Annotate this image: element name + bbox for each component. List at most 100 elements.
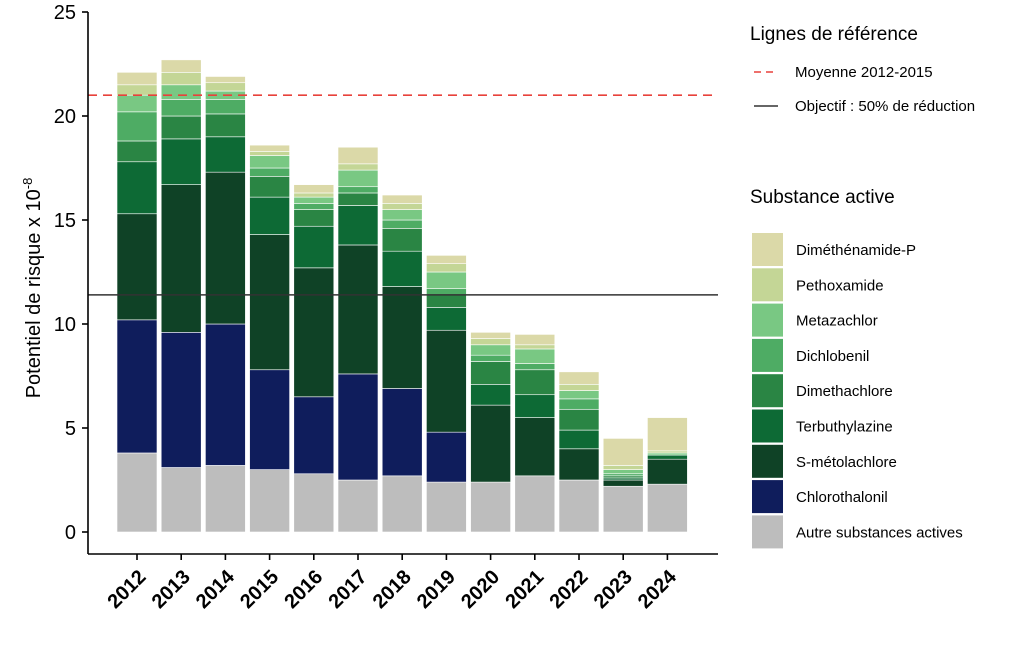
legend-reference-label-1: Objectif : 50% de réduction xyxy=(795,98,975,115)
y-tick-label-15: 15 xyxy=(54,210,76,232)
legend-label-4: Dimethachlore xyxy=(796,383,893,400)
x-tick-label-2019: 2019 xyxy=(413,566,460,613)
bar-segment-2016-0 xyxy=(293,473,335,533)
bar-segment-2017-3 xyxy=(337,205,379,246)
bar-segment-2021-0 xyxy=(514,475,556,533)
bar-segment-2018-3 xyxy=(381,250,423,287)
bar-segment-2017-4 xyxy=(337,192,379,206)
bar-segment-2015-6 xyxy=(249,155,290,169)
bar-segment-2013-7 xyxy=(160,72,202,86)
bar-segment-2012-4 xyxy=(116,140,158,163)
bar-segment-2018-5 xyxy=(381,219,423,229)
y-axis-title-text: Potentiel de risque x 10 xyxy=(23,189,45,398)
bar-segment-2019-4 xyxy=(426,294,467,308)
bar-segment-2020-0 xyxy=(470,481,511,533)
bar-segment-2012-7 xyxy=(116,84,158,96)
bar-segment-2015-5 xyxy=(249,167,290,177)
bar-segment-2020-7 xyxy=(470,338,511,346)
bar-segment-2021-3 xyxy=(514,394,556,418)
legend-label-2: S-métolachlore xyxy=(796,454,897,471)
legend-label-7: Pethoxamide xyxy=(796,277,884,294)
bar-segment-2017-6 xyxy=(337,169,379,188)
bar-segment-2013-3 xyxy=(160,138,202,185)
bar-segment-2014-5 xyxy=(205,99,246,115)
bar-segment-2020-4 xyxy=(470,361,511,385)
bar-segment-2014-7 xyxy=(205,82,246,92)
legend-title-reference: Lignes de référence xyxy=(750,24,918,45)
bar-segment-2016-3 xyxy=(293,225,335,269)
bar-segment-2013-1 xyxy=(160,332,202,468)
legend-swatch-8 xyxy=(752,233,783,266)
bar-segment-2022-5 xyxy=(558,398,600,410)
x-tick-label-2021: 2021 xyxy=(501,566,548,613)
bar-segment-2019-1 xyxy=(426,431,467,483)
x-tick-label-2016: 2016 xyxy=(280,566,327,613)
y-axis-title: Potentiel de risque x 10-8 xyxy=(20,178,45,399)
bar-segment-2024-0 xyxy=(647,483,688,533)
bar-segment-2014-0 xyxy=(205,465,246,533)
bar-segment-2023-8 xyxy=(602,438,644,466)
legend-reference-label-0: Moyenne 2012-2015 xyxy=(795,64,933,81)
bar-segment-2013-8 xyxy=(160,59,202,73)
bar-segment-2019-6 xyxy=(426,271,467,289)
bar-segment-2017-5 xyxy=(337,186,379,194)
y-axis-title-exponent: -8 xyxy=(20,178,35,190)
bar-segment-2012-2 xyxy=(116,213,158,321)
bar-segment-2016-8 xyxy=(293,184,335,194)
x-tick-label-2022: 2022 xyxy=(546,566,593,613)
bar-segment-2023-7 xyxy=(602,465,644,470)
bar-segment-2017-0 xyxy=(337,479,379,533)
bar-segment-2015-7 xyxy=(249,151,290,156)
legend-swatch-6 xyxy=(752,303,783,337)
y-tick-label-20: 20 xyxy=(54,106,76,128)
bar-segment-2015-4 xyxy=(249,176,290,198)
x-tick-label-2020: 2020 xyxy=(457,566,504,613)
bar-segment-2016-6 xyxy=(293,196,335,204)
bar-segment-2017-7 xyxy=(337,163,379,171)
bar-segment-2012-1 xyxy=(116,319,158,454)
bar-segment-2015-1 xyxy=(249,369,290,470)
bar-segment-2014-4 xyxy=(205,113,246,138)
legend: Lignes de référence Substance active Moy… xyxy=(750,24,975,549)
bar-segment-2018-0 xyxy=(381,475,423,533)
bar-segment-2019-5 xyxy=(426,288,467,296)
bar-segment-2015-0 xyxy=(249,469,290,533)
legend-title-substance: Substance active xyxy=(750,187,895,208)
bar-segment-2024-2 xyxy=(647,458,688,485)
bar-segment-2020-5 xyxy=(470,354,511,362)
bar-segment-2018-4 xyxy=(381,228,423,252)
bar-segment-2023-2 xyxy=(602,479,644,487)
bar-segment-2021-6 xyxy=(514,348,556,364)
bar-segment-2023-4 xyxy=(602,475,644,479)
legend-label-5: Dichlobenil xyxy=(796,348,869,365)
y-tick-label-10: 10 xyxy=(54,314,76,336)
bar-segment-2018-1 xyxy=(381,388,423,477)
bar-segment-2021-5 xyxy=(514,363,556,371)
y-tick-label-25: 25 xyxy=(54,2,76,24)
bar-segment-2024-6 xyxy=(647,452,688,456)
bar-segment-2012-8 xyxy=(116,72,158,86)
bar-segment-2022-4 xyxy=(558,408,600,431)
legend-swatch-7 xyxy=(752,268,783,302)
bar-segment-2012-6 xyxy=(116,94,158,113)
bar-segment-2020-6 xyxy=(470,344,511,356)
bar-segment-2022-2 xyxy=(558,448,600,481)
bar-segment-2013-0 xyxy=(160,467,202,533)
legend-swatch-0 xyxy=(752,515,783,549)
bar-segment-2021-7 xyxy=(514,344,556,350)
bar-segment-2012-5 xyxy=(116,111,158,142)
bar-segment-2014-3 xyxy=(205,136,246,173)
x-tick-label-2015: 2015 xyxy=(236,566,283,613)
bar-segment-2019-0 xyxy=(426,481,467,533)
bar-segment-2020-2 xyxy=(470,404,511,483)
bar-segment-2024-7 xyxy=(647,450,688,454)
bar-segment-2023-3 xyxy=(602,477,644,481)
bar-segment-2021-2 xyxy=(514,417,556,477)
legend-label-0: Autre substances actives xyxy=(796,524,963,541)
x-tick-label-2023: 2023 xyxy=(590,566,637,613)
legend-swatch-3 xyxy=(752,409,783,443)
bar-segment-2020-8 xyxy=(470,332,511,339)
bar-segment-2016-2 xyxy=(293,267,335,398)
bar-segment-2022-6 xyxy=(558,390,600,400)
